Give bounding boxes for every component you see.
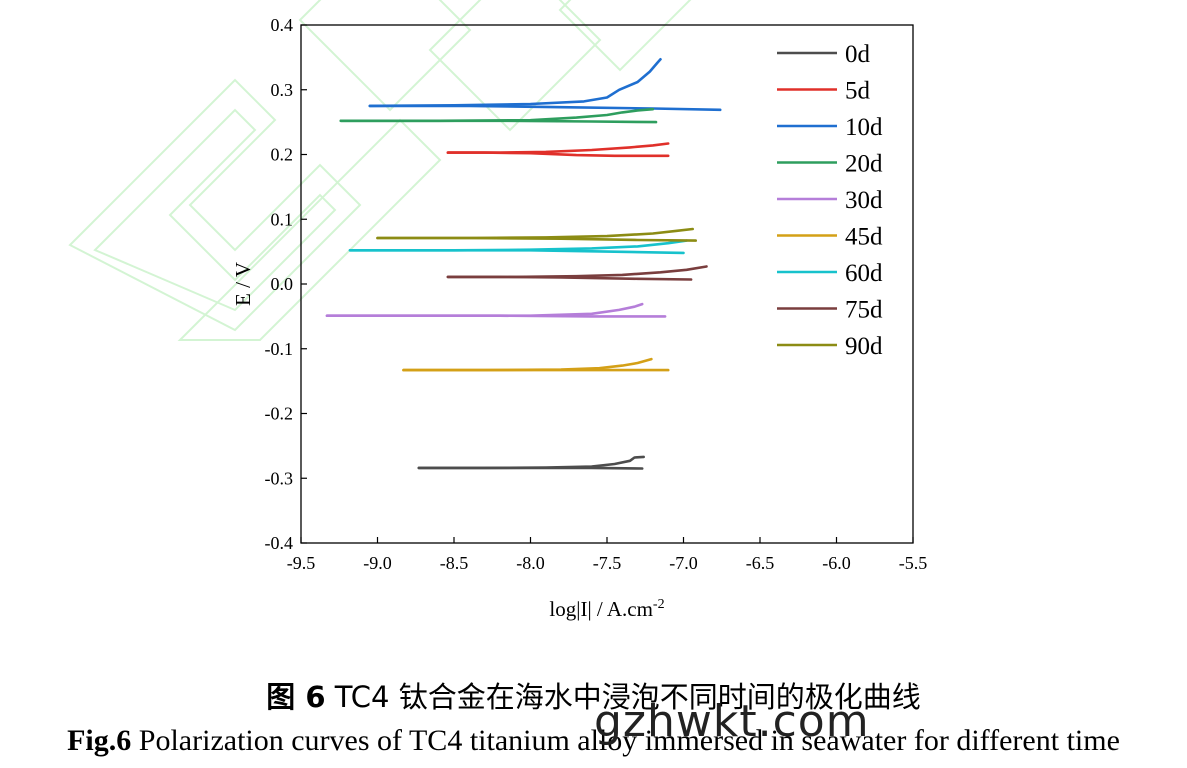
background-logo-icon [68,0,692,341]
y-tick-label: 0.1 [271,209,294,229]
series-line-20d-anodic [339,107,655,123]
series-line-90d-anodic [376,227,695,240]
series-line-45d-anodic [402,357,653,372]
y-tick-label: -0.2 [265,404,294,424]
legend-label-10d: 10d [845,114,883,141]
x-axis: -9.5 -9.0 -8.5 -8.0 -7.5 -7.0 -6.5 -6.0 -5.5 [287,537,928,573]
y-tick-label: -0.1 [265,339,294,359]
legend-label-20d: 20d [845,151,883,178]
y-tick-label: -0.4 [265,533,294,553]
x-tick-label: -8.0 [516,553,545,573]
legend-label-90d: 90d [845,333,883,360]
figure-caption-chinese: 图 6 TC4 钛合金在海水中浸泡不同时间的极化曲线 [0,674,1187,716]
legend-label-60d: 60d [845,260,883,287]
x-tick-label: -6.5 [746,553,775,573]
series-line-5d-anodic [446,142,670,154]
x-tick-label: -9.5 [287,553,316,573]
series-line-60d-anodic [348,239,688,252]
legend-label-30d: 30d [845,187,883,214]
legend-label-45d: 45d [845,224,883,251]
y-axis-title: E / V [231,262,255,306]
y-tick-label: 0.0 [271,274,294,294]
y-tick-label: -0.3 [265,468,294,488]
x-tick-label: -6.0 [822,553,851,573]
x-axis-title-main: log|I| / A.cm [549,597,652,621]
figure-caption-english-text: Polarization curves of TC4 titanium allo… [131,724,1120,757]
x-axis-title-superscript: -2 [653,597,665,612]
series-line-75d-anodic [446,265,708,279]
y-tick-label: 0.2 [271,145,294,165]
figure-caption-english: Fig.6 Polarization curves of TC4 titaniu… [0,724,1187,758]
x-tick-label: -9.0 [363,553,392,573]
x-tick-label: -7.5 [593,553,622,573]
x-tick-label: -7.0 [669,553,698,573]
x-tick-label: -8.5 [440,553,469,573]
figure-caption-chinese-text: TC4 钛合金在海水中浸泡不同时间的极化曲线 [325,680,921,714]
legend-label-75d: 75d [845,297,883,324]
series-line-0d-anodic [417,455,646,470]
series-line-10d-anodic [368,57,662,108]
legend-label-5d: 5d [845,78,871,105]
legend: 0d 5d 10d 20d 30d 45d 60d 75d 90d [777,41,883,360]
polarization-chart: -9.5 -9.0 -8.5 -8.0 -7.5 -7.0 -6.5 -6.0 -5.5 -0.… [68,0,928,621]
series-line-30d-anodic [325,302,644,318]
legend-label-0d: 0d [845,41,871,68]
x-axis-title: log|I| / A.cm-2 [549,597,664,621]
series-lines [325,57,722,470]
y-axis: -0.4 -0.3 -0.2 -0.1 0.0 0.1 0.2 0.3 0.4 [265,15,307,553]
figure-caption-chinese-label: 图 6 [266,680,326,714]
y-tick-label: 0.3 [271,80,294,100]
x-tick-label: -5.5 [899,553,928,573]
figure-caption-english-label: Fig.6 [67,724,132,757]
watermark-text: gzhwkt.com [594,696,870,747]
y-tick-label: 0.4 [271,15,294,35]
